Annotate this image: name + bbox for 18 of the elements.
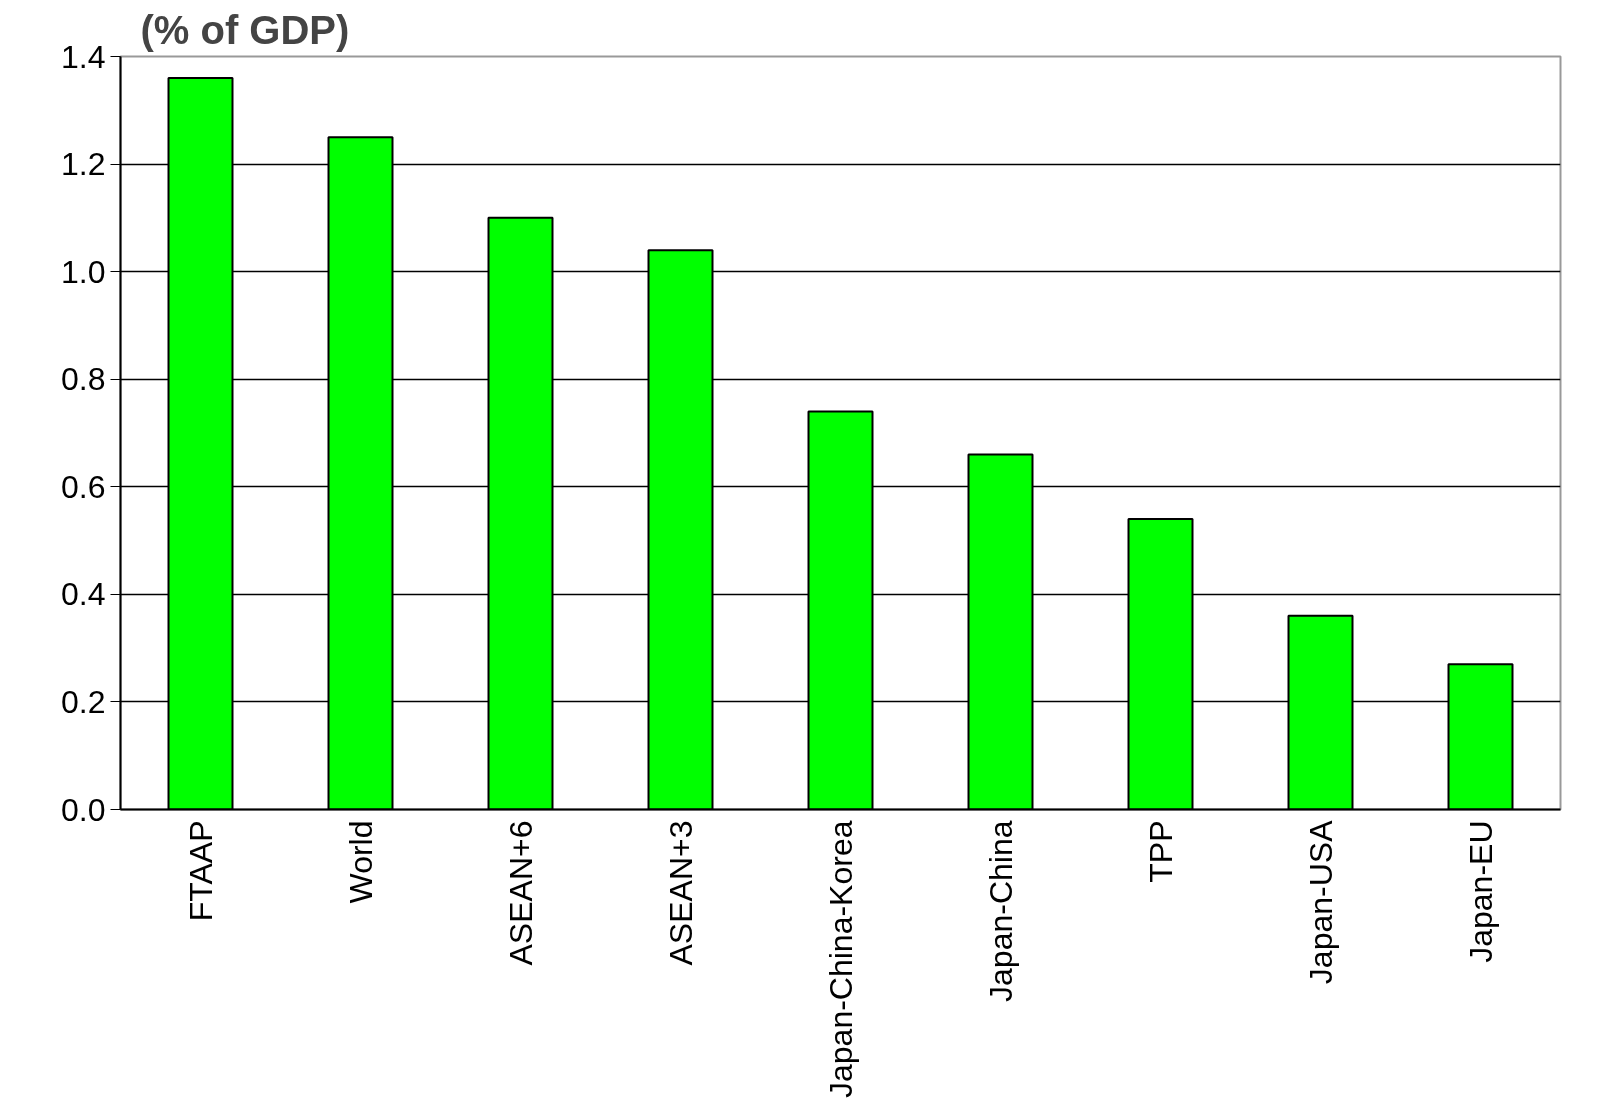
x-tick-label: World (342, 820, 379, 904)
y-tick-label: 1.4 (61, 38, 106, 75)
x-tick-label: Japan-China (982, 820, 1019, 1002)
y-tick-label: 0.8 (61, 361, 106, 398)
chart-title: (% of GDP) (140, 7, 350, 52)
y-tick-label: 1.0 (61, 253, 106, 290)
x-tick-label: Japan-China-Korea (822, 820, 859, 1098)
x-tick-label: ASEAN+3 (662, 820, 699, 966)
y-tick-label: 0.0 (61, 791, 106, 828)
x-tick-label: ASEAN+6 (502, 820, 539, 966)
x-tick-label: TPP (1142, 820, 1179, 883)
x-tick-label: Japan-USA (1302, 819, 1339, 985)
y-tick-label: 0.6 (61, 468, 106, 505)
y-tick-label: 0.2 (61, 683, 106, 720)
x-tick-label: Japan-EU (1462, 820, 1499, 963)
y-tick-label: 0.4 (61, 576, 106, 613)
y-tick-label: 1.2 (61, 146, 106, 183)
x-tick-label: FTAAP (182, 820, 219, 922)
